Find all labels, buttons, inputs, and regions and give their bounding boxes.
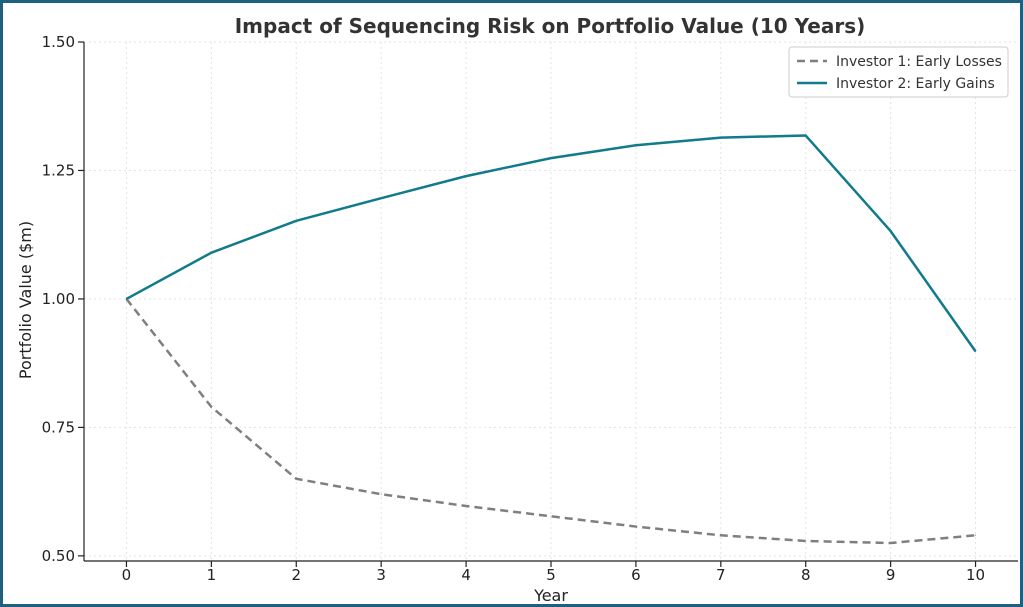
data-point [550, 157, 552, 159]
data-point [125, 298, 127, 300]
data-point [465, 505, 467, 507]
y-tick-label: 1.25 [42, 161, 75, 179]
x-tick-label: 3 [376, 566, 386, 584]
y-axis-label: Portfolio Value ($m) [16, 221, 35, 379]
data-point [805, 540, 807, 542]
y-tick-label: 0.75 [42, 418, 75, 436]
data-point [975, 534, 977, 536]
data-point [295, 220, 297, 222]
data-point [210, 252, 212, 254]
x-tick-label: 5 [546, 566, 556, 584]
legend-label-investor-1: Investor 1: Early Losses [836, 54, 1002, 70]
series-line-investor-1 [125, 298, 976, 545]
data-point [635, 144, 637, 146]
y-tick-label: 1.50 [42, 33, 75, 51]
x-axis-label: Year [533, 586, 568, 605]
legend-label-investor-2: Investor 2: Early Gains [836, 76, 995, 92]
x-tick-label: 7 [716, 566, 726, 584]
data-point [720, 137, 722, 139]
data-point [890, 542, 892, 544]
x-tick-label: 4 [461, 566, 471, 584]
data-point [975, 350, 977, 352]
x-tick-label: 1 [207, 566, 217, 584]
grid-lines [84, 41, 1018, 561]
legend: Investor 1: Early Losses Investor 2: Ear… [788, 46, 1009, 98]
chart-title: Impact of Sequencing Risk on Portfolio V… [235, 14, 866, 38]
data-point [380, 197, 382, 199]
x-tick-label: 6 [631, 566, 641, 584]
x-tick-label: 9 [886, 566, 896, 584]
data-point [635, 526, 637, 528]
x-tick-label: 10 [966, 566, 985, 584]
x-tick-label: 2 [291, 566, 301, 584]
data-point [805, 135, 807, 137]
y-tick-label: 1.00 [42, 290, 75, 308]
data-point [465, 175, 467, 177]
x-tick-label: 0 [122, 566, 132, 584]
y-tick-label: 0.50 [42, 547, 75, 565]
tick-layer: 0 1 2 3 4 5 6 7 8 9 10 0.50 0.75 1.00 1.25 1.50 [42, 33, 985, 584]
data-point [210, 406, 212, 408]
data-point [295, 478, 297, 480]
data-point [380, 493, 382, 495]
legend-box [788, 46, 1009, 98]
x-tick-label: 8 [801, 566, 811, 584]
data-point [890, 230, 892, 232]
series-layer [125, 134, 977, 545]
data-point [550, 515, 552, 517]
data-point [720, 534, 722, 536]
